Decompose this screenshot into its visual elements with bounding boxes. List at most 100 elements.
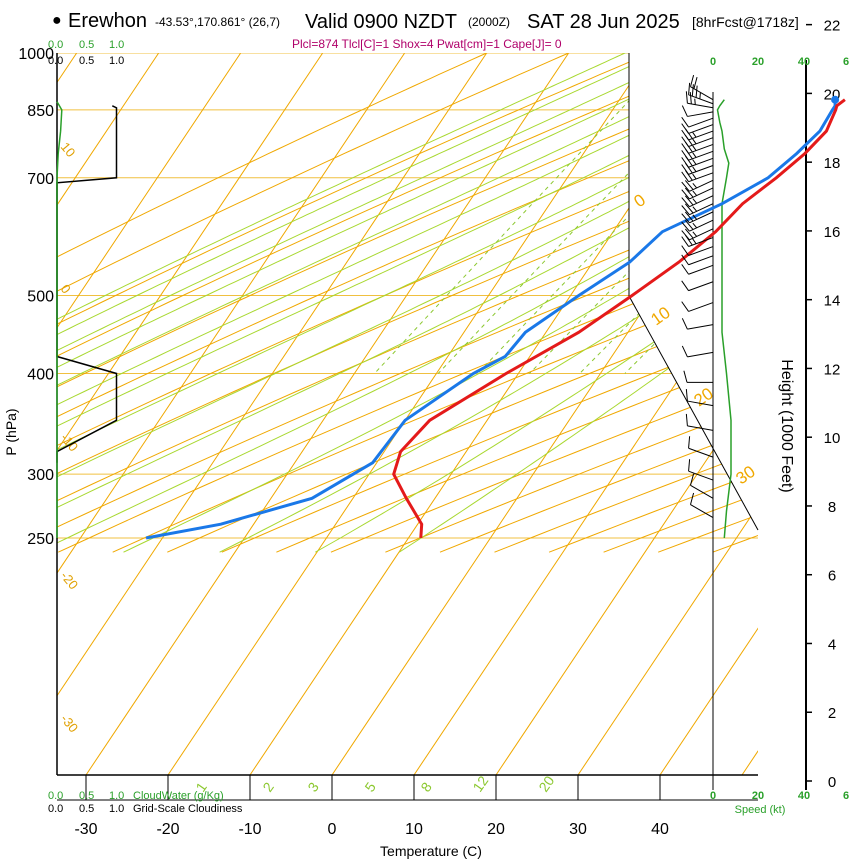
wind-barb-shaft	[687, 351, 714, 358]
wind-barb-shaft	[689, 219, 714, 232]
wind-barb-shaft	[688, 137, 714, 148]
height-tick-label: 12	[824, 361, 841, 378]
wind-barb-flag	[684, 203, 694, 214]
wind-barb-shaft	[688, 470, 714, 481]
wind-barb-flag	[685, 389, 688, 402]
pressure-tick-label: 400	[27, 367, 54, 384]
temperature-line	[392, 98, 846, 539]
height-tick-label: 8	[828, 499, 836, 516]
cloudwater-line	[56, 101, 63, 538]
sounding-params: Plcl=874 Tlcl[C]=1 Shox=4 Pwat[cm]=1 Cap…	[292, 37, 562, 51]
pressure-tick-label: 250	[27, 531, 54, 548]
utc-time: (2000Z)	[468, 15, 511, 29]
moist-adiabat-line	[57, 53, 696, 553]
wind-barb-flag	[685, 234, 693, 246]
dry-adiabat-line	[494, 53, 758, 553]
moist-adiabat-line	[57, 53, 758, 553]
temp-tick-label: -10	[238, 821, 261, 838]
height-tick-label: 10	[824, 430, 841, 447]
wind-barb-half	[692, 138, 697, 145]
adiabat-label: -10	[58, 430, 82, 454]
wind-barb-half	[692, 166, 697, 172]
wind-barb-shaft	[689, 187, 714, 200]
isotherm-line	[659, 53, 758, 775]
wind-barb-half	[692, 214, 698, 220]
wind-barb-shaft	[687, 400, 714, 407]
cloudiness-bottom-label: 0.5	[79, 803, 94, 815]
wind-barb-shaft	[688, 143, 714, 154]
dry-adiabat-line	[57, 53, 692, 553]
forecast-info: [8hrFcst@1718z]	[692, 14, 799, 30]
wind-barb-flag	[690, 473, 695, 486]
wind-barb-flag	[685, 413, 688, 426]
wind-barb-flag	[685, 170, 693, 181]
wind-barb-shaft	[688, 447, 714, 458]
wind-barb-half	[692, 190, 698, 196]
wind-barb-flag	[681, 205, 690, 216]
cloudiness-top-label: 1.0	[109, 55, 124, 67]
wind-barb-flag	[681, 116, 689, 128]
wind-barb-flag	[685, 155, 693, 167]
wind-barb-flag	[685, 135, 693, 146]
wind-barb-flag	[688, 82, 691, 95]
wind-barb-half	[692, 206, 698, 212]
moist-adiabat-line	[57, 53, 758, 553]
wind-barb-shaft	[688, 150, 714, 161]
wind-barb-shaft	[688, 237, 714, 247]
wind-barb-shaft	[687, 102, 714, 109]
wind-barb-shaft	[689, 179, 714, 192]
wind-barb-shaft	[688, 94, 714, 105]
isotherm-line	[57, 53, 242, 775]
height-tick-label: 4	[828, 636, 836, 653]
wind-barb-shaft	[688, 255, 714, 266]
moist-adiabat-line	[398, 53, 758, 553]
wind-barb-flag	[689, 91, 692, 105]
temp-tick-label: 40	[651, 821, 669, 838]
wind-barb-flag	[690, 492, 695, 505]
adiabat-label: -20	[58, 568, 82, 592]
moist-adiabat-line	[123, 53, 758, 553]
wind-barb-flag	[681, 301, 689, 312]
wind-barb-flag	[688, 436, 691, 449]
station-dot: ●	[52, 12, 62, 29]
wind-barb-flag	[681, 213, 690, 224]
speed-label: Speed (kt)	[735, 804, 786, 816]
dry-adiabat-line	[57, 53, 609, 553]
wind-barbs	[681, 74, 714, 519]
cloudwater-bottom-label: 0.0	[48, 790, 63, 802]
dry-adiabat-line	[57, 53, 758, 553]
pressure-tick-label: 500	[27, 288, 54, 305]
wind-barb-shaft	[688, 246, 714, 256]
mixing-ratio-label: 2	[259, 779, 277, 795]
mixing-ratio-label: 5	[361, 779, 379, 795]
forecast-date: SAT 28 Jun 2025	[527, 11, 680, 33]
pressure-tick-label: 300	[27, 467, 54, 484]
station-name: Erewhon	[68, 10, 147, 32]
wind-barb-half	[692, 182, 698, 189]
wind-barb-flag	[681, 236, 689, 247]
wind-barb-half	[692, 159, 697, 165]
wind-barb-flag	[681, 345, 688, 358]
wind-barb-shaft	[688, 117, 714, 128]
wind-barb-shaft	[689, 228, 714, 241]
wind-barb-flag	[681, 280, 689, 291]
wind-barb-shaft	[690, 86, 714, 101]
temp-tick-label: 20	[487, 821, 505, 838]
speed-bottom-label: 40	[798, 790, 810, 802]
height-tick-label: 18	[824, 155, 841, 172]
wind-barb-half	[692, 231, 698, 237]
station-coords: -43.53°,170.861° (26,7)	[155, 15, 281, 29]
isotherm-line	[249, 53, 734, 775]
mixing-ratio-label: 3	[304, 779, 322, 795]
cloudiness-label: Grid-Scale Cloudiness	[133, 803, 243, 815]
height-tick-label: 2	[828, 705, 836, 722]
isotherm-label: 30	[732, 462, 758, 488]
wind-barb-shaft	[688, 172, 714, 183]
isotherm-line	[413, 53, 758, 775]
mixing-ratio-label: 12	[469, 773, 491, 795]
wind-barb-flag	[693, 76, 698, 89]
wind-barb-flag	[690, 74, 695, 87]
temp-tick-label: 0	[328, 821, 337, 838]
cloudwater-top-label: 0.0	[48, 39, 63, 51]
wind-barb-flag	[681, 264, 689, 275]
